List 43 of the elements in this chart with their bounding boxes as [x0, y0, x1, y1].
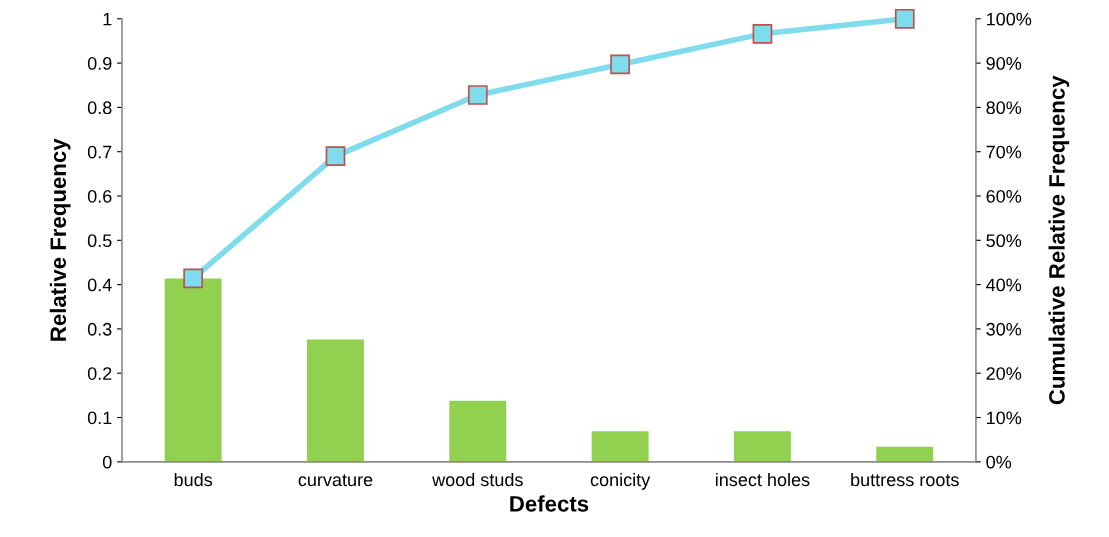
y-tick-label: 0.6 — [87, 189, 112, 203]
y-tick-label: 0 — [102, 455, 112, 469]
y2-axis-title: Cumulative Relative Frequency — [1048, 75, 1070, 405]
x-axis-title: Defects — [510, 495, 589, 512]
bar — [591, 431, 649, 462]
y-tick-label: 0.5 — [87, 234, 112, 248]
x-tick-label: insect holes — [715, 472, 810, 487]
y2-tick-label: 70% — [986, 145, 1022, 159]
bar — [164, 278, 222, 462]
bar — [876, 446, 934, 462]
bar — [307, 339, 364, 462]
x-tick-label: wood studs — [432, 472, 523, 487]
point — [752, 23, 773, 44]
y2-tick-label: 10% — [987, 411, 1022, 425]
y2-tick-label: 60% — [986, 189, 1022, 203]
bar — [733, 431, 791, 462]
y-tick-label: 0.7 — [87, 145, 112, 159]
x-tick-label: curvature — [298, 474, 373, 487]
y2-tick-label: 30% — [986, 322, 1022, 336]
point — [467, 85, 488, 105]
point — [610, 54, 630, 75]
y-tick-label: 0.3 — [87, 322, 112, 336]
y2-tick-label: 90% — [986, 57, 1022, 70]
bar — [449, 400, 507, 462]
point — [894, 8, 915, 29]
y-tick-label: 0.9 — [87, 57, 112, 70]
y-tick-label: 0.8 — [87, 101, 112, 115]
x-tick-label: buds — [174, 472, 213, 487]
point — [183, 268, 204, 289]
y-tick-label: 0.2 — [87, 367, 112, 380]
y-tick-label: 1 — [103, 12, 112, 26]
y2-tick-label: 20% — [986, 367, 1022, 380]
x-tick-label: conicity — [590, 472, 651, 490]
y2-tick-label: 50% — [986, 234, 1022, 248]
y-axis-title: Relative Frequency — [49, 138, 71, 341]
y2-tick-label: 0% — [986, 455, 1012, 469]
y2-tick-label: 80% — [986, 101, 1022, 115]
point — [325, 146, 346, 166]
y-tick-label: 0.1 — [87, 411, 112, 425]
x-tick-label: buttress roots — [851, 472, 959, 487]
y2-tick-label: 100% — [987, 12, 1032, 26]
y2-tick-label: 40% — [986, 278, 1022, 292]
y-tick-label: 0.4 — [87, 278, 112, 292]
